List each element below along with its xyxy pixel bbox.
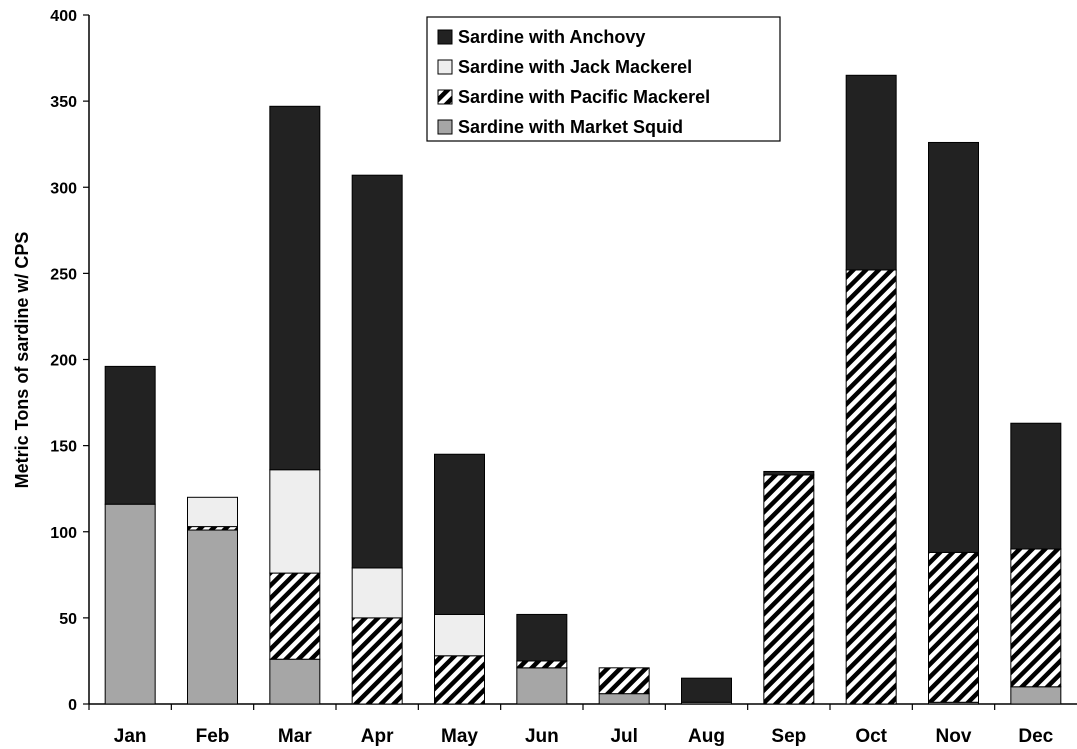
bar-segment bbox=[763, 470, 815, 476]
legend-swatch bbox=[437, 89, 453, 105]
y-tick-label: 50 bbox=[59, 611, 77, 628]
bar-segment bbox=[351, 617, 403, 705]
y-tick-label: 300 bbox=[50, 180, 77, 197]
x-tick-label: Sep bbox=[771, 726, 806, 747]
bar-segment bbox=[269, 105, 321, 471]
y-tick-label: 400 bbox=[50, 8, 77, 25]
legend-label: Sardine with Jack Mackerel bbox=[458, 57, 692, 77]
bar-segment bbox=[269, 572, 321, 660]
bar-segment bbox=[598, 667, 650, 695]
bar-segment bbox=[434, 453, 485, 615]
x-tick-label: Feb bbox=[196, 726, 230, 747]
x-tick-label: Jan bbox=[114, 726, 147, 747]
bar-segment bbox=[1010, 686, 1062, 705]
y-tick-label: 250 bbox=[50, 266, 77, 283]
bar-segment bbox=[928, 141, 979, 553]
y-tick-label: 0 bbox=[68, 697, 77, 714]
legend-box bbox=[426, 16, 781, 142]
bar-segment bbox=[598, 693, 650, 705]
x-tick-label: Jun bbox=[525, 726, 559, 747]
y-tick-label: 200 bbox=[50, 353, 77, 370]
bar-segment bbox=[104, 503, 156, 705]
bars-group bbox=[104, 74, 1062, 705]
bar-segment bbox=[434, 655, 485, 705]
bar-segment bbox=[763, 474, 815, 705]
x-tick-label: May bbox=[441, 726, 478, 747]
bar-segment bbox=[351, 174, 403, 569]
bar-segment bbox=[516, 667, 568, 705]
x-tick-label: Nov bbox=[936, 726, 972, 747]
legend: Sardine with Anchovy Sardine with Jack Ma… bbox=[426, 16, 781, 142]
bar-segment bbox=[845, 74, 897, 271]
x-tick-label: Aug bbox=[688, 726, 725, 747]
bar-segment bbox=[187, 529, 238, 705]
bar-segment bbox=[187, 496, 238, 528]
y-tick-label: 350 bbox=[50, 94, 77, 111]
x-tick-label: Apr bbox=[361, 726, 394, 747]
bar-segment bbox=[1010, 422, 1062, 550]
bar-segment bbox=[516, 613, 568, 662]
bar-segment bbox=[1010, 548, 1062, 688]
legend-label: Sardine with Market Squid bbox=[458, 117, 683, 137]
y-axis: 0 50 100 150 200 250 300 350 400 bbox=[50, 8, 90, 714]
bar-segment bbox=[928, 551, 979, 703]
bar-segment bbox=[269, 469, 321, 574]
x-tick-label: Mar bbox=[278, 726, 312, 747]
bar-segment bbox=[269, 658, 321, 705]
legend-label: Sardine with Pacific Mackerel bbox=[458, 87, 710, 107]
bar-segment bbox=[434, 613, 485, 657]
y-tick-label: 150 bbox=[50, 439, 77, 456]
x-tick-label: Oct bbox=[855, 726, 887, 747]
x-tick-label: Dec bbox=[1018, 726, 1053, 747]
legend-label: Sardine with Anchovy bbox=[458, 27, 645, 47]
y-axis-title: Metric Tons of sardine w/ CPS bbox=[12, 232, 32, 489]
legend-swatch bbox=[437, 29, 453, 45]
legend-swatch bbox=[437, 119, 453, 135]
x-axis: Jan Feb Mar Apr May Jun Jul Aug Sep Oct Nov Dec bbox=[88, 703, 1077, 747]
bar-segment bbox=[187, 526, 238, 531]
y-tick-label: 100 bbox=[50, 525, 77, 542]
bar-segment bbox=[845, 269, 897, 705]
bar-segment bbox=[351, 567, 403, 619]
x-tick-label: Jul bbox=[610, 726, 637, 747]
bar-segment bbox=[681, 677, 732, 703]
bar-segment bbox=[104, 365, 156, 505]
bar-segment bbox=[516, 660, 568, 669]
legend-swatch bbox=[437, 59, 453, 75]
